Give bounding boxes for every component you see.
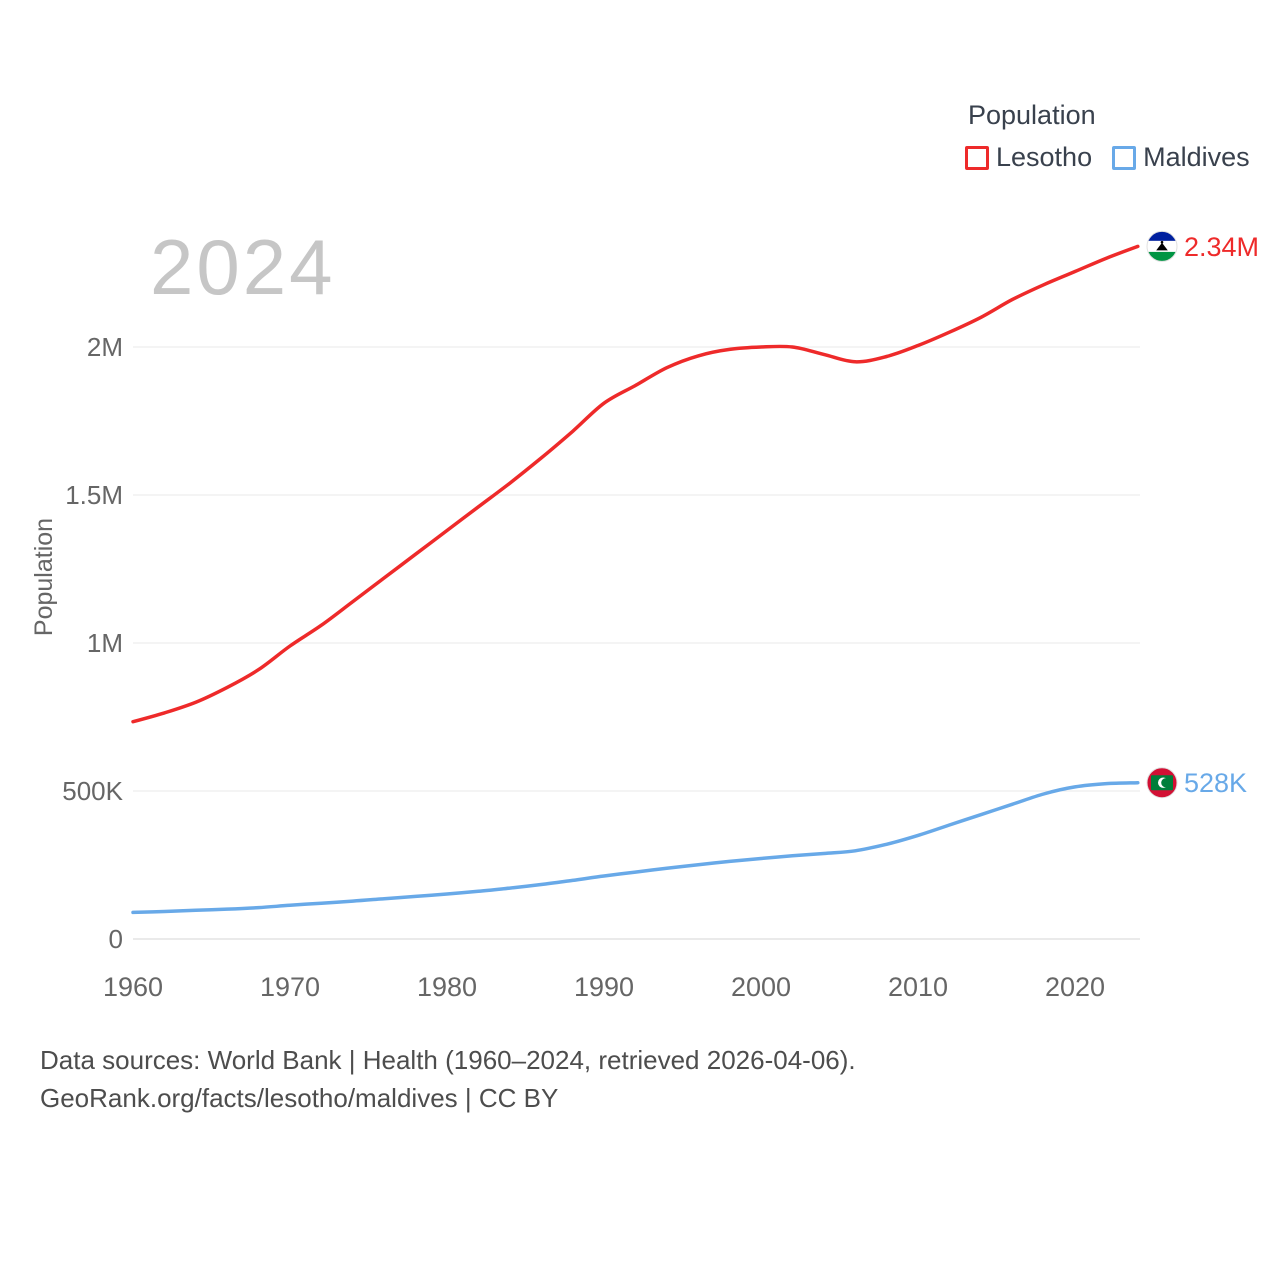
lesotho-line xyxy=(131,244,1140,724)
x-tick-1970: 1970 xyxy=(259,972,321,1002)
end-label-lesotho: 2.34M xyxy=(1184,232,1260,262)
legend-item-lesotho[interactable]: Lesotho xyxy=(965,142,1092,173)
legend-swatch-maldives xyxy=(1112,145,1137,170)
y-tick-0: 0 xyxy=(108,924,123,954)
y-tick-2m: 2M xyxy=(86,332,123,362)
x-tick-1980: 1980 xyxy=(416,972,478,1002)
legend-label-lesotho: Lesotho xyxy=(996,142,1093,172)
x-tick-2020: 2020 xyxy=(1044,972,1106,1002)
legend-label-maldives: Maldives xyxy=(1143,142,1250,172)
maldives-line xyxy=(131,780,1140,915)
attribution-text: GeoRank.org/facts/lesotho/maldives | CC … xyxy=(40,1083,559,1113)
x-tick-1990: 1990 xyxy=(573,972,635,1002)
x-tick-2000: 2000 xyxy=(730,972,792,1002)
lesotho-flag-icon xyxy=(1146,230,1178,262)
legend-item-maldives[interactable]: Maldives xyxy=(1112,142,1250,173)
maldives-flag-icon xyxy=(1146,767,1178,799)
y-tick-500k: 500K xyxy=(62,776,123,806)
watermark-year: 2024 xyxy=(150,223,336,311)
x-tick-2010: 2010 xyxy=(887,972,949,1002)
y-tick-1-5m: 1.5M xyxy=(65,480,123,510)
end-label-maldives: 528K xyxy=(1184,768,1248,798)
series-lines xyxy=(131,244,1140,940)
y-tick-1m: 1M xyxy=(86,628,123,658)
legend-swatch-lesotho xyxy=(965,145,989,170)
legend-title: Population xyxy=(968,100,1096,130)
legend: Lesotho Maldives xyxy=(965,142,1250,173)
data-sources-text: Data sources: World Bank | Health (1960–… xyxy=(40,1045,856,1075)
x-tick-1960: 1960 xyxy=(102,972,164,1002)
